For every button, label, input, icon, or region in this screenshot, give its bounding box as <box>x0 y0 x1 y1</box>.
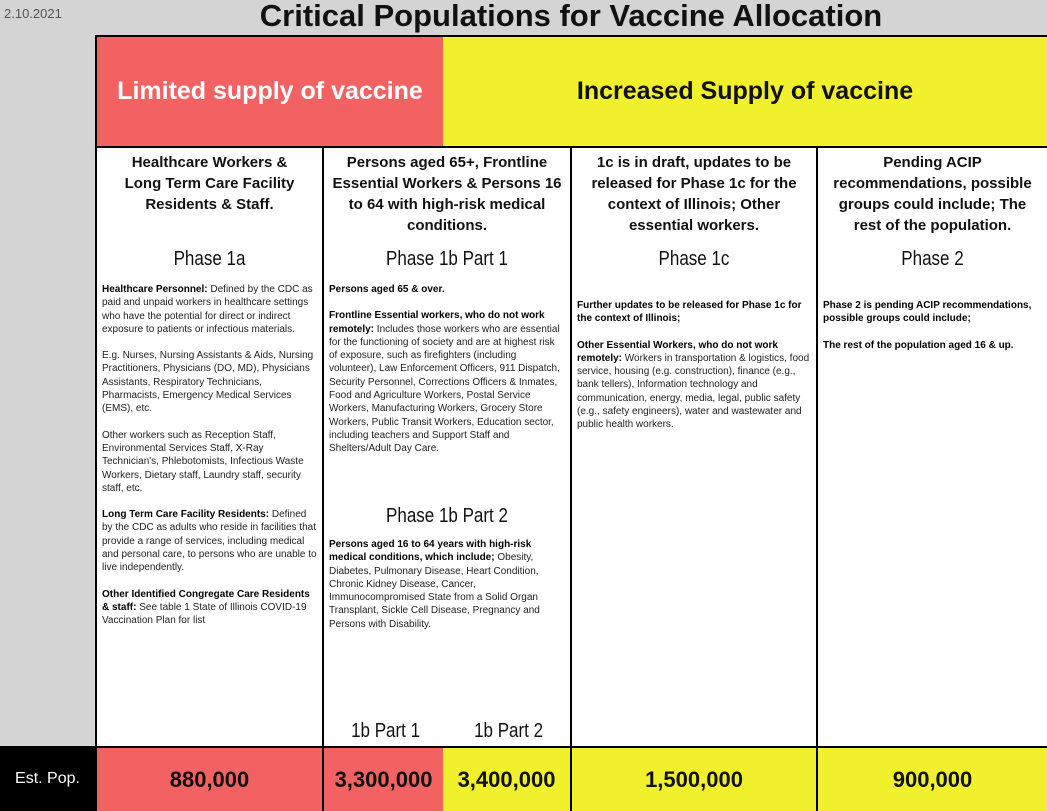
est-pop-1b-part2: 3,400,000 <box>443 748 570 811</box>
paragraph: Other workers such as Reception Staff, E… <box>102 429 317 495</box>
paragraph-bold: Other Essential Workers, who do not work… <box>577 339 778 364</box>
column-heading: 1c is in draft, updates to be released f… <box>591 154 797 234</box>
paragraph-bold: Long Term Care Facility Residents: <box>102 509 270 521</box>
paragraph: Long Term Care Facility Residents: Defin… <box>102 508 317 574</box>
column-phase-1b: Persons aged 65+, Frontline Essential Wo… <box>324 148 570 746</box>
paragraph-bold: Other Identified Congregate Care Residen… <box>102 588 310 613</box>
paragraph-bold: Phase 2 is pending ACIP recommendations,… <box>823 300 1032 325</box>
column-body: Phase 2 is pending ACIP recommendations,… <box>823 299 1042 352</box>
column-body: Further updates to be released for Phase… <box>577 299 811 432</box>
paragraph-bold: Persons aged 65 & over. <box>329 284 445 295</box>
paragraph-text: See table 1 State of Illinois COVID-19 V… <box>102 601 307 627</box>
part1-label: 1b Part 1 <box>350 720 420 742</box>
phase-title: Phase 1b Part 1 <box>386 248 508 270</box>
column-body: Healthcare Personnel: Defined by the CDC… <box>102 283 317 628</box>
est-pop-1c: 1,500,000 <box>572 748 816 811</box>
increased-supply-header: Increased Supply of vaccine <box>443 37 1047 146</box>
paragraph-text: Other workers such as Reception Staff, E… <box>102 429 304 494</box>
column-heading: Healthcare Workers & Long Term Care Faci… <box>124 154 295 213</box>
column-body: Persons aged 65 & over. Frontline Essenti… <box>329 283 565 493</box>
est-pop-1b-part1: 3,300,000 <box>324 748 443 811</box>
paragraph-bold: Further updates to be released for Phase… <box>577 300 802 325</box>
paragraph-text: Defined by the CDC as adults who reside … <box>102 509 317 574</box>
paragraph-bold: Persons aged 16 to 64 years with high-ri… <box>329 539 532 564</box>
phase-title: Phase 2 <box>901 248 964 270</box>
date-label: 2.10.2021 <box>4 6 62 21</box>
paragraph-bold: Frontline Essential workers, who do not … <box>329 310 545 335</box>
paragraph-text: Workers in transportation & logistics, f… <box>577 352 810 431</box>
paragraph: Healthcare Personnel: Defined by the CDC… <box>102 283 317 336</box>
paragraph-text: Obesity, Diabetes, Pulmonary Disease, He… <box>329 552 540 630</box>
column-phase-1a: Healthcare Workers & Long Term Care Faci… <box>97 148 322 746</box>
paragraph: Persons aged 16 to 64 years with high-ri… <box>329 538 565 631</box>
column-heading: Pending ACIP recommendations, possible g… <box>833 154 1032 234</box>
paragraph-bold: The rest of the population aged 16 & up. <box>823 339 1014 351</box>
paragraph-text: Includes those workers who are essential… <box>329 323 560 455</box>
est-pop-2: 900,000 <box>818 748 1047 811</box>
paragraph-text: E.g. Nurses, Nursing Assistants & Aids, … <box>102 350 314 415</box>
paragraph: Further updates to be released for Phase… <box>577 299 811 326</box>
page-title: Critical Populations for Vaccine Allocat… <box>259 0 883 33</box>
paragraph: Other Essential Workers, who do not work… <box>577 339 811 432</box>
phase-title: Phase 1a <box>173 248 246 270</box>
part2-label: 1b Part 2 <box>473 720 543 742</box>
paragraph: Frontline Essential workers, who do not … <box>329 309 565 455</box>
phase-title: Phase 1c <box>658 248 730 270</box>
paragraph: E.g. Nurses, Nursing Assistants & Aids, … <box>102 349 317 415</box>
est-pop-1a: 880,000 <box>97 748 322 811</box>
paragraph-text: Defined by the CDC as paid and unpaid wo… <box>102 284 313 335</box>
paragraph-bold: Healthcare Personnel: <box>102 284 208 295</box>
column-heading: Persons aged 65+, Frontline Essential Wo… <box>332 154 562 234</box>
est-pop-label: Est. Pop. <box>0 746 95 811</box>
paragraph: The rest of the population aged 16 & up. <box>823 339 1042 352</box>
phase-title-part2: Phase 1b Part 2 <box>386 505 508 527</box>
paragraph: Other Identified Congregate Care Residen… <box>102 588 317 628</box>
column-phase-2: Pending ACIP recommendations, possible g… <box>818 148 1047 746</box>
column-body-part2: Persons aged 16 to 64 years with high-ri… <box>329 538 565 631</box>
paragraph: Phase 2 is pending ACIP recommendations,… <box>823 299 1042 326</box>
limited-supply-header: Limited supply of vaccine <box>97 37 443 146</box>
column-phase-1c: 1c is in draft, updates to be released f… <box>572 148 816 746</box>
part-labels: 1b Part 1 1b Part 2 <box>324 720 570 743</box>
paragraph: Persons aged 65 & over. <box>329 283 565 296</box>
